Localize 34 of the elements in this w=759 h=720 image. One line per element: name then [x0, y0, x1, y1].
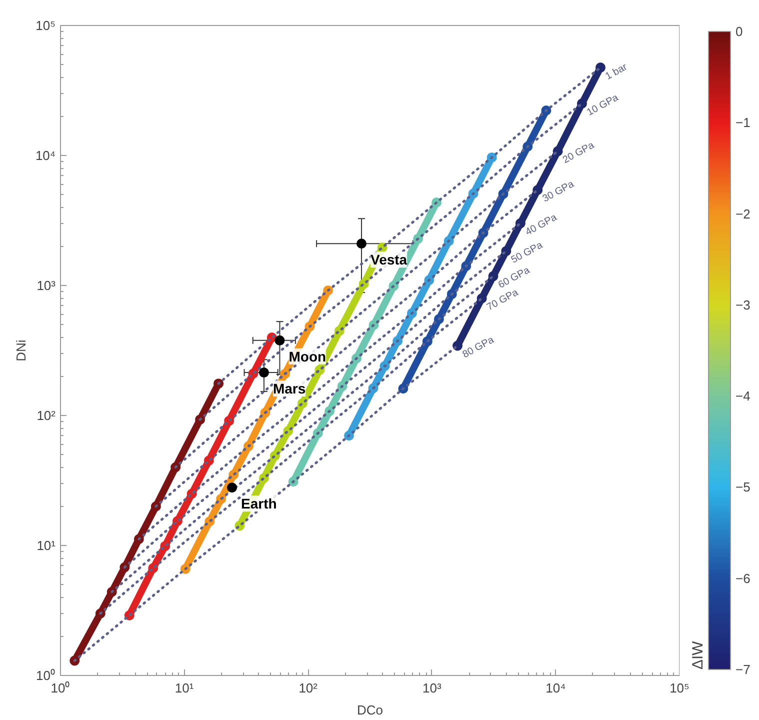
x-axis-title: DCo	[356, 702, 384, 718]
x-tick-label: 10⁰	[50, 680, 70, 696]
color-bar-label: −6	[736, 570, 750, 586]
series-label: Moon	[288, 348, 326, 364]
text: 20 GPa	[561, 140, 597, 166]
text: 80 GPa	[460, 334, 496, 361]
color-bar-title: ΔIW	[690, 640, 706, 670]
text: 30 GPa	[540, 178, 576, 205]
color-bar-label: −5	[736, 480, 750, 495]
text: 1 bar	[604, 61, 630, 82]
series-label: Earth	[241, 496, 277, 512]
color-bar-label: 0	[736, 24, 743, 39]
color-bar-label: −2	[736, 206, 750, 222]
y-tick-label: 10³	[36, 278, 56, 293]
text: 10 GPa	[585, 92, 621, 118]
y-tick-label: 10⁴	[35, 148, 56, 163]
x-tick-label: 10⁵	[670, 680, 690, 696]
y-tick-label: 10⁰	[36, 668, 56, 683]
color-bar-label: −7	[736, 662, 750, 677]
series-label: Vesta	[370, 252, 408, 268]
x-tick-label: 10⁴	[546, 680, 566, 696]
x-tick-label: 10³	[422, 680, 442, 696]
x-tick-label: 10¹	[174, 680, 194, 696]
text: 40 GPa	[524, 212, 560, 238]
color-bar-label: −4	[736, 388, 750, 404]
y-tick-label: 10⁵	[36, 18, 56, 33]
x-tick-label: 10²	[298, 680, 318, 696]
y-tick-label: 10¹	[36, 538, 56, 553]
color-bar-label: −3	[736, 297, 750, 312]
y-tick-label: 10²	[36, 408, 56, 423]
color-bar-label: −1	[736, 115, 750, 130]
y-axis-title: DNi	[13, 340, 28, 362]
series-label: Mars	[272, 380, 306, 397]
text: 50 GPa	[510, 240, 545, 266]
